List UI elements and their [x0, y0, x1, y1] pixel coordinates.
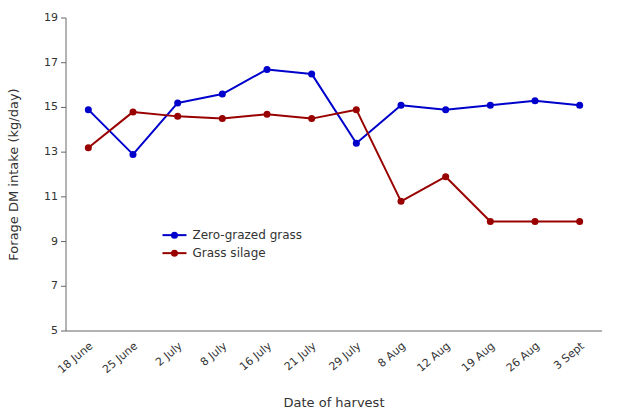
legend-label: Zero-grazed grass	[192, 228, 302, 242]
y-tick	[61, 62, 66, 63]
point	[308, 70, 315, 77]
point	[308, 115, 315, 122]
y-tick	[61, 331, 66, 332]
x-tick-label: 12 Aug	[415, 339, 453, 374]
x-tick-label: 8 July	[198, 339, 230, 369]
point	[85, 144, 92, 151]
legend-marker	[171, 232, 178, 239]
x-tick-label: 16 July	[237, 339, 274, 373]
point	[353, 106, 360, 113]
point	[487, 218, 494, 225]
x-axis-label: Date of harvest	[284, 395, 385, 410]
point	[130, 151, 137, 158]
x-axis-line	[66, 331, 602, 332]
point	[219, 91, 226, 98]
point	[85, 106, 92, 113]
x-tick-label: 29 July	[326, 339, 363, 373]
point	[264, 111, 271, 118]
y-tick	[61, 18, 66, 19]
point	[576, 102, 583, 109]
y-axis-label: Forage DM intake (kg/day)	[6, 88, 21, 260]
point	[174, 113, 181, 120]
y-tick-label: 5	[51, 324, 58, 337]
point	[219, 115, 226, 122]
x-tick-label: 8 Aug	[375, 339, 408, 370]
point	[398, 102, 405, 109]
legend-label: Grass silage	[192, 246, 265, 260]
series-line	[88, 69, 579, 154]
axes: 579111315171918 June25 June2 July8 July1…	[44, 11, 602, 376]
point	[353, 140, 360, 147]
y-tick-label: 13	[44, 145, 58, 158]
y-tick-label: 11	[44, 190, 58, 203]
x-tick-label: 19 Aug	[459, 339, 497, 374]
point	[442, 173, 449, 180]
point	[576, 218, 583, 225]
y-tick-label: 15	[44, 100, 58, 113]
point	[174, 99, 181, 106]
point	[532, 97, 539, 104]
chart: 579111315171918 June25 June2 July8 July1…	[0, 0, 620, 417]
series-line	[88, 110, 579, 222]
plot-area	[85, 66, 583, 225]
y-tick-label: 7	[51, 279, 58, 292]
x-tick-label: 18 June	[55, 339, 95, 376]
x-tick-label: 26 Aug	[504, 339, 542, 374]
point	[442, 106, 449, 113]
y-tick-label: 17	[44, 56, 58, 69]
y-tick	[61, 152, 66, 153]
point	[487, 102, 494, 109]
y-tick	[61, 241, 66, 242]
x-tick-label: 21 July	[282, 339, 319, 373]
y-axis-line	[66, 18, 67, 331]
point	[532, 218, 539, 225]
y-tick-label: 19	[44, 11, 58, 24]
y-tick	[61, 286, 66, 287]
y-tick-label: 9	[51, 235, 58, 248]
point	[264, 66, 271, 73]
y-tick	[61, 196, 66, 197]
x-tick-label: 3 Sept	[551, 339, 587, 372]
legend-marker	[171, 250, 178, 257]
legend: Zero-grazed grass Grass silage	[162, 228, 302, 260]
point	[130, 108, 137, 115]
point	[398, 198, 405, 205]
x-tick-label: 2 July	[153, 339, 185, 369]
chart-container: 579111315171918 June25 June2 July8 July1…	[0, 0, 620, 417]
y-tick	[61, 107, 66, 108]
x-tick-label: 25 June	[100, 339, 140, 376]
